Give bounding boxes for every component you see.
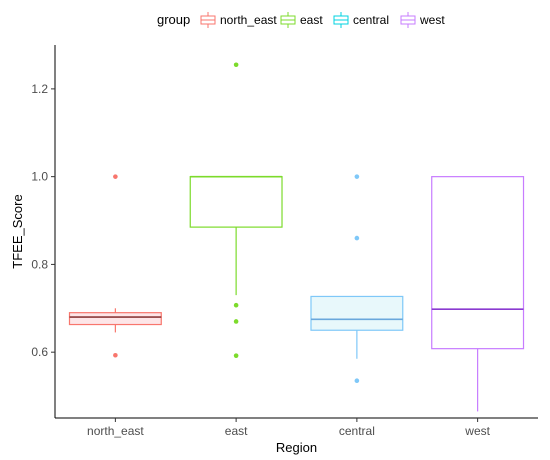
box-iqr	[189, 176, 283, 228]
box-west	[431, 176, 525, 412]
x-tick-label: central	[339, 424, 375, 438]
outlier-point	[354, 235, 360, 241]
x-tick-label: north_east	[87, 424, 144, 438]
outlier-point	[233, 319, 239, 324]
y-tick-label: 0.8	[31, 257, 48, 271]
legend-key-east	[280, 12, 296, 28]
box-north_east	[68, 174, 162, 358]
x-tick-label: west	[464, 424, 490, 438]
legend-label-north_east: north_east	[220, 13, 277, 27]
legend: group north_east east central west	[157, 12, 445, 28]
legend-title: group	[157, 12, 190, 27]
y-tick-label: 1.2	[31, 82, 48, 96]
legend-label-east: east	[300, 13, 323, 27]
axes: 0.6 0.8 1.0 1.2 north_east east central west	[31, 45, 538, 438]
box-iqr	[431, 176, 525, 350]
legend-label-central: central	[353, 13, 389, 27]
box-central	[310, 174, 404, 384]
plot-area	[68, 62, 525, 412]
y-tick-label: 0.6	[31, 345, 48, 359]
legend-key-north_east	[200, 12, 216, 28]
outlier-point	[113, 352, 118, 358]
box-east	[189, 62, 283, 358]
y-tick-label: 1.0	[31, 170, 48, 184]
x-axis-title: Region	[276, 440, 317, 455]
legend-label-west: west	[419, 13, 445, 27]
outlier-point	[233, 302, 239, 308]
legend-key-central	[333, 12, 349, 28]
legend-key-west	[400, 12, 416, 28]
box-iqr	[310, 295, 404, 331]
outlier-point	[354, 174, 360, 179]
outlier-point	[233, 62, 239, 68]
y-axis-title: TFEE_Score	[10, 194, 25, 268]
x-tick-label: east	[225, 424, 248, 438]
outlier-point	[113, 174, 118, 179]
box-iqr	[68, 312, 162, 326]
outlier-point	[233, 353, 239, 358]
outlier-point	[354, 378, 360, 384]
